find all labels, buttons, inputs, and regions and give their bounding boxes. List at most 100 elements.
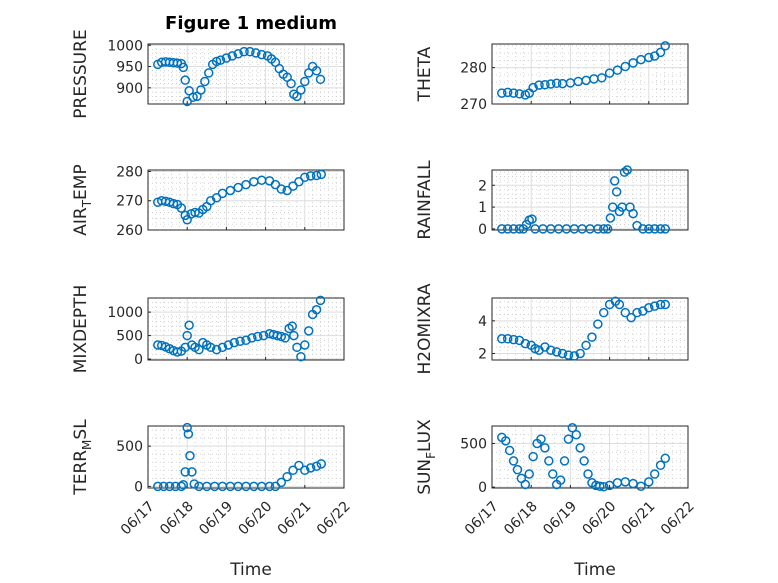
y-tick-label: 280 [116, 164, 143, 180]
data-point [245, 46, 255, 57]
data-point [233, 49, 243, 59]
data-point [211, 344, 222, 355]
data-point [636, 481, 646, 492]
data-point [540, 443, 550, 453]
data-point [598, 481, 609, 492]
data-point [514, 224, 525, 234]
y-tick-label: 0 [478, 480, 487, 496]
data-point [276, 184, 287, 194]
data-point [264, 481, 275, 492]
data-point [282, 185, 292, 196]
data-point [282, 471, 292, 482]
data-point [649, 469, 660, 479]
data-point [288, 181, 298, 191]
data-point [595, 481, 605, 492]
data-point [644, 477, 654, 487]
y-axis-label: PRESSURE [71, 29, 91, 118]
data-point [247, 333, 257, 343]
data-point [185, 451, 195, 461]
data-point [164, 481, 175, 492]
y-tick-label: 500 [460, 436, 487, 452]
data-point [571, 429, 582, 440]
axes-frame [147, 425, 345, 489]
data-point [548, 469, 558, 479]
y-axis-label: H2OMIXRA [415, 283, 435, 374]
y-tick-label: 2 [478, 178, 487, 194]
y-tick-label: 1000 [107, 305, 143, 321]
data-point [258, 330, 269, 341]
data-point [270, 179, 281, 190]
data-point [178, 480, 189, 490]
data-point [563, 350, 574, 360]
data-point [555, 475, 566, 485]
y-tick-label: 4 [478, 314, 487, 330]
data-point [305, 171, 316, 181]
axes-background [491, 169, 689, 231]
data-point [300, 465, 310, 476]
data-point [296, 351, 306, 362]
data-point [497, 334, 507, 344]
data-point [567, 422, 578, 433]
data-point [311, 461, 322, 472]
data-point [508, 456, 519, 466]
y-axis-label: RAINFALL [415, 160, 435, 240]
subplot-3: 260 270 280 AIRTEMP [71, 164, 345, 239]
y-tick-label: 950 [116, 60, 143, 76]
data-point [215, 55, 226, 65]
data-point [563, 434, 574, 444]
data-point [557, 348, 568, 359]
x-tick-label: 06/21 [275, 498, 315, 538]
data-point [644, 224, 654, 234]
data-point [225, 185, 236, 196]
data-point [502, 334, 513, 344]
y-tick-label: 260 [116, 223, 143, 239]
data-point [544, 456, 554, 466]
y-tick-label: 2 [478, 346, 487, 362]
data-point [551, 347, 562, 357]
data-point [280, 333, 290, 343]
axes-frame [491, 425, 689, 489]
data-point [204, 68, 214, 78]
data-point [644, 303, 654, 313]
axes-frame [147, 169, 345, 231]
subplot-8: 0 500 06/17 06/18 06/19 06/20 06/21 06/22 SUNFLU… [415, 419, 698, 538]
y-tick-label: 0 [478, 222, 487, 238]
y-tick-label: 270 [116, 194, 143, 210]
y-tick-label: 0 [134, 479, 143, 495]
data-point [540, 79, 550, 90]
data-point [497, 88, 507, 98]
data-point [502, 224, 513, 234]
data-point [153, 481, 163, 492]
data-point [581, 340, 591, 351]
data-point [527, 214, 537, 224]
data-point [632, 307, 642, 318]
data-point [176, 481, 187, 492]
subplot-1: 900 950 1000 PRESSURE [71, 29, 345, 119]
data-point [196, 85, 206, 95]
data-point [180, 75, 190, 85]
data-point [251, 48, 261, 58]
y-tick-label: 1000 [107, 38, 143, 54]
data-point [602, 224, 613, 234]
data-point [575, 443, 585, 453]
data-point [311, 304, 322, 315]
data-point [655, 460, 666, 471]
data-point [598, 307, 609, 318]
y-tick-label: 0 [134, 352, 143, 368]
data-point [609, 176, 620, 186]
data-point [315, 74, 326, 85]
data-point [593, 319, 603, 329]
axes-background [491, 297, 689, 361]
data-point [514, 89, 525, 99]
data-point [190, 207, 200, 218]
data-point [536, 434, 546, 444]
data-point [296, 85, 306, 95]
axes-background [147, 425, 345, 489]
data-point [187, 467, 197, 477]
data-point [520, 338, 531, 349]
axes-frame [491, 297, 689, 361]
data-point [194, 344, 204, 355]
data-point [649, 224, 660, 234]
data-point [211, 56, 222, 67]
